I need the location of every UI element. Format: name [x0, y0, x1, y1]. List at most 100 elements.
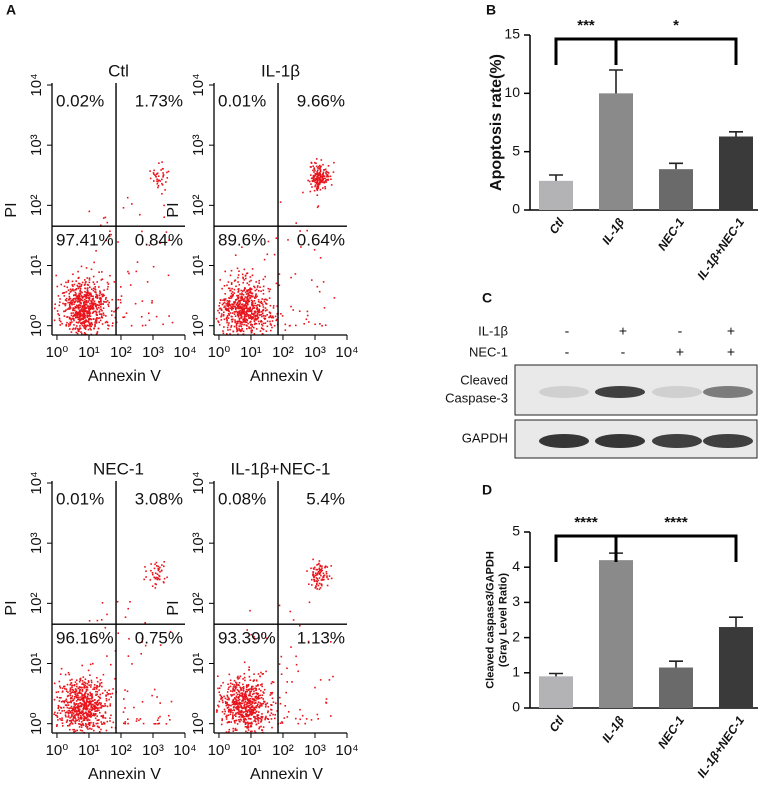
event-dot [246, 310, 248, 312]
event-dot [144, 566, 146, 568]
bar [659, 668, 693, 708]
event-dot [228, 307, 230, 309]
event-dot [228, 311, 230, 313]
event-dot [308, 321, 310, 323]
event-dot [54, 699, 56, 701]
event-dot [233, 292, 235, 294]
event-dot [237, 277, 239, 279]
event-dot [79, 302, 81, 304]
event-dot [93, 302, 95, 304]
event-dot [84, 705, 86, 707]
event-dot [69, 322, 71, 324]
event-dot [91, 709, 93, 711]
event-dot [96, 685, 98, 687]
event-dot [216, 711, 218, 713]
event-dot [89, 319, 91, 321]
event-dot [255, 696, 257, 698]
event-dot [82, 723, 84, 725]
event-dot [226, 703, 228, 705]
event-dot [227, 707, 229, 709]
event-dot [267, 702, 269, 704]
event-dot [75, 280, 77, 282]
event-dot [60, 673, 62, 675]
event-dot [249, 694, 251, 696]
event-dot [236, 304, 238, 306]
quadrant-percent: 89.6% [218, 231, 266, 250]
event-dot [312, 170, 314, 172]
error-bar [669, 661, 683, 667]
event-dot [230, 308, 232, 310]
event-dot [237, 281, 239, 283]
event-dot [72, 281, 74, 283]
event-dot [71, 331, 73, 333]
event-dot [152, 585, 154, 587]
event-dot [154, 689, 156, 691]
event-dot [106, 655, 108, 657]
event-dot [252, 305, 254, 307]
event-dot [106, 692, 108, 694]
event-dot [238, 274, 240, 276]
event-dot [96, 307, 98, 309]
quadrant-percent: 93.39% [218, 629, 276, 648]
event-dot [97, 620, 99, 622]
event-dot [250, 315, 252, 317]
blot-row-label: GAPDH [462, 430, 508, 445]
event-dot [81, 687, 83, 689]
event-dot [158, 717, 160, 719]
event-dot [71, 321, 73, 323]
event-dot [258, 698, 260, 700]
event-dot [254, 307, 256, 309]
event-dot [83, 676, 85, 678]
event-dot [70, 300, 72, 302]
event-dot [69, 684, 71, 686]
event-dot [252, 705, 254, 707]
event-dot [244, 677, 246, 679]
event-dot [79, 286, 81, 288]
event-dot [86, 698, 88, 700]
event-dot [96, 281, 98, 283]
event-dot [241, 294, 243, 296]
event-dot [108, 693, 110, 695]
event-dot [236, 326, 238, 328]
event-dot [234, 702, 236, 704]
event-dot [117, 241, 119, 243]
event-dot [316, 574, 318, 576]
event-dot [223, 303, 225, 305]
event-dot [245, 718, 247, 720]
event-dot [245, 701, 247, 703]
event-dot [317, 714, 319, 716]
event-dot [265, 706, 267, 708]
event-dot [87, 696, 89, 698]
event-dot [319, 569, 321, 571]
event-dot [91, 695, 93, 697]
event-dot [222, 682, 224, 684]
event-dot [264, 299, 266, 301]
event-dot [143, 579, 145, 581]
event-dot [109, 720, 111, 722]
event-dot [248, 669, 250, 671]
event-dot [80, 331, 82, 333]
event-dot [236, 697, 238, 699]
event-dot [95, 296, 97, 298]
event-dot [95, 289, 97, 291]
event-dot [254, 730, 256, 732]
event-dot [81, 726, 83, 728]
event-dot [157, 573, 159, 575]
event-dot [267, 710, 269, 712]
event-dot [87, 284, 89, 286]
event-dot [85, 308, 87, 310]
event-dot [230, 705, 232, 707]
x-tick-label: IL-1β [599, 215, 627, 247]
event-dot [246, 684, 248, 686]
event-dot [265, 671, 267, 673]
event-dot [255, 303, 257, 305]
event-dot [239, 694, 241, 696]
event-dot [107, 288, 109, 290]
event-dot [156, 178, 158, 180]
y-tick-label: 10² [28, 592, 45, 614]
event-dot [151, 695, 153, 697]
event-dot [320, 174, 322, 176]
event-dot [257, 286, 259, 288]
quadrant-percent: 5.4% [306, 489, 345, 508]
